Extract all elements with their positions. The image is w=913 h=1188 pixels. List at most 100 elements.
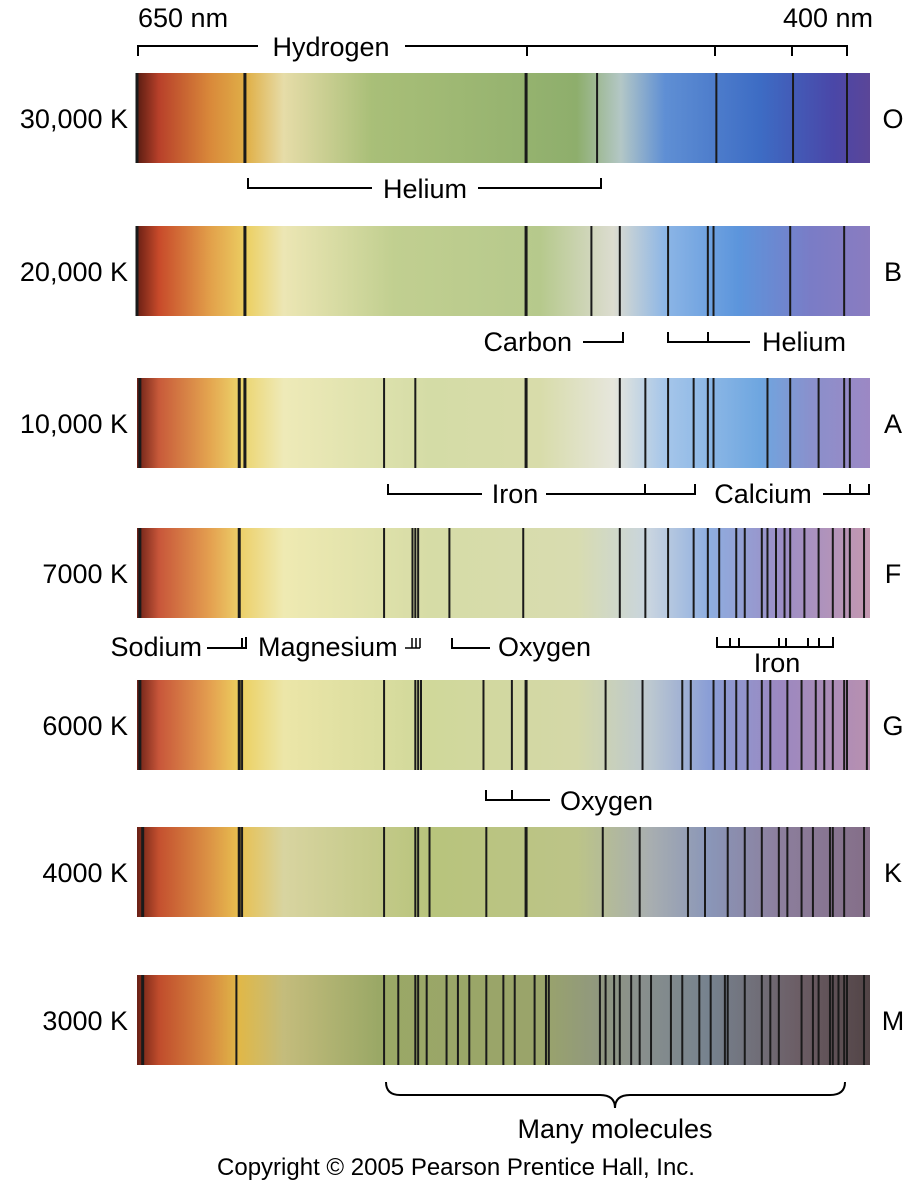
copyright: Copyright © 2005 Pearson Prentice Hall, …	[217, 1154, 695, 1181]
absorption-line	[397, 975, 400, 1065]
spectral-class-label: K	[884, 858, 902, 888]
absorption-line	[618, 975, 621, 1065]
spectral-class-label: G	[882, 711, 903, 741]
absorption-line	[510, 680, 513, 770]
absorption-line	[706, 226, 709, 316]
absorption-line	[831, 680, 834, 770]
absorption-line	[428, 827, 431, 917]
absorption-line	[644, 378, 647, 468]
absorption-line	[735, 680, 738, 770]
absorption-line	[811, 975, 814, 1065]
absorption-line	[533, 975, 536, 1065]
absorption-line	[743, 528, 746, 618]
absorption-line	[237, 528, 241, 618]
hydrogen-bracket: Hydrogen	[137, 32, 848, 62]
absorption-line	[138, 528, 142, 618]
iron-a-label: Iron	[492, 479, 539, 509]
absorption-line	[715, 73, 718, 163]
oxygen-g-label: Oxygen	[560, 786, 653, 816]
absorption-line	[417, 680, 420, 770]
absorption-line	[831, 528, 834, 618]
absorption-line	[777, 827, 780, 917]
absorption-line	[590, 226, 593, 316]
absorption-line	[735, 528, 738, 618]
absorption-line	[843, 975, 846, 1065]
absorption-line	[769, 680, 772, 770]
absorption-line	[547, 975, 550, 1065]
absorption-line	[760, 827, 763, 917]
sodium-bracket: Sodium	[110, 632, 247, 662]
absorption-line	[235, 975, 238, 1065]
absorption-line	[468, 975, 471, 1065]
spectral-class-label: B	[884, 257, 902, 287]
absorption-line	[698, 975, 701, 1065]
absorption-line	[383, 827, 386, 917]
absorption-line	[783, 528, 786, 618]
absorption-line	[485, 827, 488, 917]
absorption-line	[618, 226, 621, 316]
absorption-line	[237, 680, 241, 770]
spectrum-row-A: 10,000 K A	[20, 378, 902, 468]
absorption-line	[237, 378, 241, 468]
magnesium-label: Magnesium	[258, 632, 398, 662]
absorption-line	[243, 378, 247, 468]
absorption-line	[848, 378, 851, 468]
absorption-line	[618, 528, 621, 618]
absorption-line	[141, 827, 145, 917]
iron-bracket-f: Iron	[716, 637, 834, 678]
absorption-line	[777, 975, 780, 1065]
temperature-label: 20,000 K	[20, 257, 128, 287]
absorption-line	[831, 975, 834, 1065]
absorption-line	[789, 378, 792, 468]
absorption-line	[712, 226, 715, 316]
absorption-line	[524, 378, 528, 468]
absorption-line	[792, 73, 795, 163]
absorption-line	[417, 827, 420, 917]
sodium-label: Sodium	[110, 632, 202, 662]
absorption-line	[800, 975, 803, 1065]
absorption-line	[524, 680, 528, 770]
helium-o-label: Helium	[383, 174, 467, 204]
calcium-label: Calcium	[714, 479, 812, 509]
absorption-line	[135, 226, 139, 316]
absorption-line	[726, 827, 729, 917]
absorption-line	[383, 528, 386, 618]
spectral-class-label: F	[885, 559, 902, 589]
helium-bracket-b: Helium	[667, 327, 846, 357]
absorption-line	[425, 975, 428, 1065]
temperature-label: 7000 K	[42, 559, 128, 589]
absorption-line	[704, 827, 706, 917]
spectrum-row-M: 3000 K M	[42, 975, 904, 1065]
absorption-line	[522, 528, 525, 618]
absorption-line	[417, 528, 420, 618]
absorption-line	[604, 975, 607, 1065]
spectrum-band	[137, 73, 870, 163]
helium-b-label: Helium	[762, 327, 846, 357]
absorption-line	[760, 528, 763, 618]
absorption-line	[828, 827, 831, 917]
absorption-line	[863, 975, 866, 1065]
absorption-line	[598, 975, 601, 1065]
absorption-line	[828, 975, 831, 1065]
absorption-line	[843, 378, 846, 468]
absorption-line	[669, 975, 672, 1065]
absorption-line	[485, 975, 488, 1065]
absorption-line	[817, 975, 820, 1065]
absorption-line	[138, 680, 142, 770]
absorption-line	[786, 680, 789, 770]
absorption-line	[414, 528, 417, 618]
absorption-line	[524, 827, 528, 917]
absorption-line	[618, 378, 621, 468]
absorption-line	[135, 73, 139, 163]
oxygen-bracket-g: Oxygen	[485, 786, 653, 816]
spectral-class-label: O	[882, 104, 903, 134]
absorption-line	[706, 528, 709, 618]
absorption-line	[817, 378, 820, 468]
spectrum-band	[137, 827, 870, 917]
absorption-line	[681, 680, 684, 770]
absorption-line	[814, 680, 817, 770]
absorption-line	[769, 975, 772, 1065]
absorption-line	[823, 680, 826, 770]
absorption-line	[743, 827, 746, 917]
molecules-label: Many molecules	[517, 1114, 712, 1144]
